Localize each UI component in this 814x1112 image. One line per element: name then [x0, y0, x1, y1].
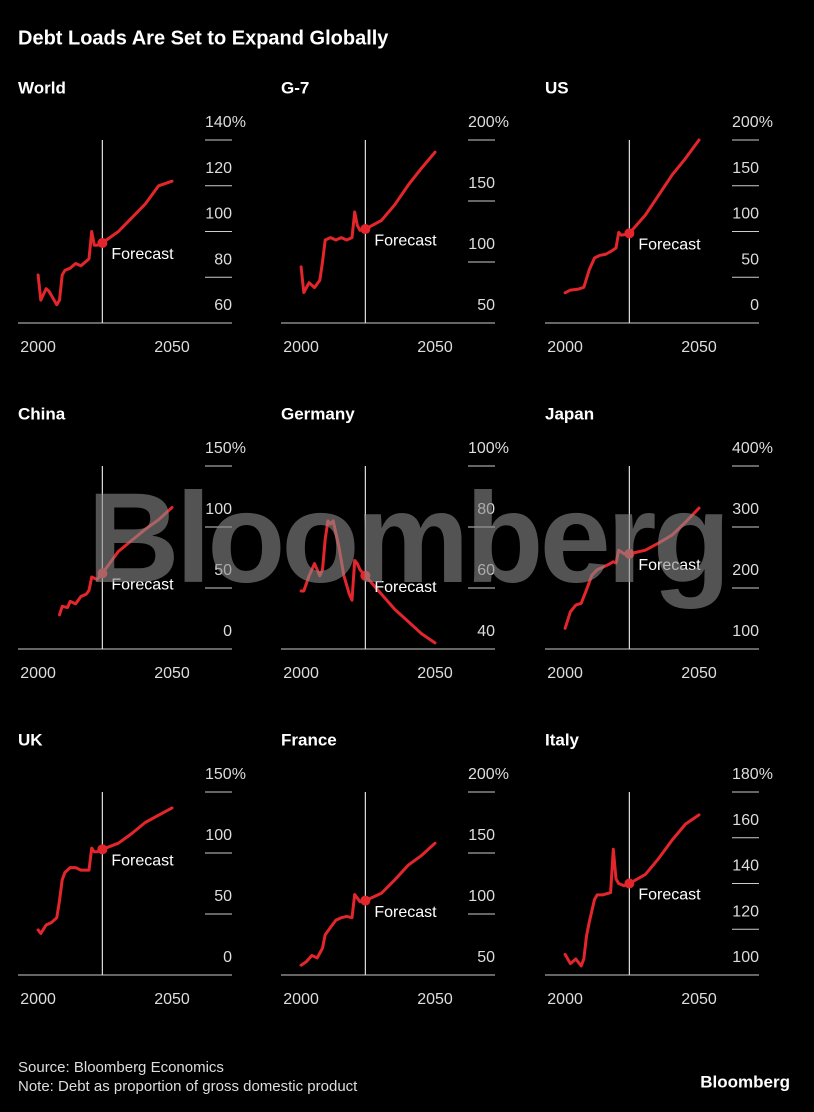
y-tick-label: 100	[205, 501, 232, 518]
y-tick-label: 50	[214, 888, 232, 905]
forecast-point	[360, 224, 371, 235]
y-tick-label: 200%	[468, 114, 509, 131]
x-tick-label: 2000	[20, 665, 56, 682]
debt-line	[563, 813, 701, 968]
forecast-point	[624, 548, 635, 559]
panel-title: UK	[18, 730, 43, 749]
forecast-label: Forecast	[111, 853, 174, 870]
y-tick-label: 0	[750, 297, 759, 314]
forecast-point	[624, 878, 635, 889]
debt-line	[299, 841, 437, 967]
y-tick-label: 200%	[468, 766, 509, 783]
source: Source: Bloomberg Economics	[18, 1059, 224, 1076]
forecast-label: Forecast	[374, 579, 437, 596]
panel-title: Japan	[545, 404, 594, 423]
y-tick-label: 0	[223, 949, 232, 966]
debt-line	[563, 506, 701, 630]
y-tick-label: 140%	[205, 114, 246, 131]
y-tick-label: 50	[477, 949, 495, 966]
forecast-label: Forecast	[374, 232, 437, 249]
y-tick-label: 0	[223, 623, 232, 640]
y-tick-label: 80	[477, 501, 495, 518]
debt-line	[36, 179, 174, 307]
y-tick-label: 50	[741, 251, 759, 268]
x-tick-label: 2050	[154, 339, 190, 356]
panel-title: Germany	[281, 404, 355, 423]
y-tick-label: 50	[214, 562, 232, 579]
y-tick-label: 400%	[732, 440, 773, 457]
y-tick-label: 150%	[205, 440, 246, 457]
forecast-point	[360, 570, 371, 581]
debt-line	[299, 519, 437, 645]
forecast-point	[97, 568, 108, 579]
note: Note: Debt as proportion of gross domest…	[18, 1078, 358, 1095]
panel-title: France	[281, 730, 337, 749]
x-tick-label: 2000	[283, 339, 319, 356]
y-tick-label: 200%	[732, 114, 773, 131]
x-tick-label: 2050	[681, 991, 717, 1008]
y-tick-label: 100	[732, 206, 759, 223]
x-tick-label: 2000	[547, 339, 583, 356]
debt-line	[58, 506, 174, 617]
forecast-point	[97, 844, 108, 855]
x-tick-label: 2000	[283, 991, 319, 1008]
forecast-label: Forecast	[111, 246, 174, 263]
debt-line	[36, 806, 174, 935]
panel-title: China	[18, 404, 66, 423]
x-tick-label: 2050	[154, 991, 190, 1008]
y-tick-label: 300	[732, 501, 759, 518]
y-tick-label: 100%	[468, 440, 509, 457]
forecast-label: Forecast	[638, 887, 701, 904]
y-tick-label: 60	[477, 562, 495, 579]
x-tick-label: 2050	[681, 665, 717, 682]
forecast-point	[624, 228, 635, 239]
x-tick-label: 2000	[547, 665, 583, 682]
x-tick-label: 2050	[417, 665, 453, 682]
page-title: Debt Loads Are Set to Expand Globally	[18, 27, 389, 49]
y-tick-label: 140	[732, 858, 759, 875]
y-tick-label: 100	[205, 827, 232, 844]
x-tick-label: 2050	[681, 339, 717, 356]
y-tick-label: 60	[214, 297, 232, 314]
x-tick-label: 2050	[417, 991, 453, 1008]
y-tick-label: 100	[205, 206, 232, 223]
forecast-point	[97, 237, 108, 248]
panel-title: World	[18, 78, 66, 97]
forecast-label: Forecast	[638, 237, 701, 254]
y-tick-label: 160	[732, 812, 759, 829]
x-tick-label: 2000	[283, 665, 319, 682]
forecast-label: Forecast	[638, 557, 701, 574]
forecast-label: Forecast	[374, 904, 437, 921]
y-tick-label: 40	[477, 623, 495, 640]
x-tick-label: 2000	[20, 991, 56, 1008]
forecast-point	[360, 895, 371, 906]
debt-line	[299, 150, 437, 294]
panel-title: US	[545, 78, 569, 97]
x-tick-label: 2050	[154, 665, 190, 682]
y-tick-label: 50	[477, 297, 495, 314]
x-tick-label: 2000	[20, 339, 56, 356]
y-tick-label: 120	[732, 903, 759, 920]
y-tick-label: 120	[205, 160, 232, 177]
panel-title: G-7	[281, 78, 309, 97]
x-tick-label: 2050	[417, 339, 453, 356]
forecast-label: Forecast	[111, 577, 174, 594]
y-tick-label: 100	[732, 949, 759, 966]
y-tick-label: 200	[732, 562, 759, 579]
y-tick-label: 100	[732, 623, 759, 640]
y-tick-label: 180%	[732, 766, 773, 783]
y-tick-label: 150	[468, 827, 495, 844]
panel-title: Italy	[545, 730, 580, 749]
logo: Bloomberg	[700, 1072, 790, 1091]
y-tick-label: 100	[468, 236, 495, 253]
y-tick-label: 150	[468, 175, 495, 192]
watermark: Bloomberg	[87, 467, 727, 610]
y-tick-label: 150	[732, 160, 759, 177]
y-tick-label: 80	[214, 251, 232, 268]
y-tick-label: 100	[468, 888, 495, 905]
y-tick-label: 150%	[205, 766, 246, 783]
x-tick-label: 2000	[547, 991, 583, 1008]
debt-line	[563, 138, 701, 295]
